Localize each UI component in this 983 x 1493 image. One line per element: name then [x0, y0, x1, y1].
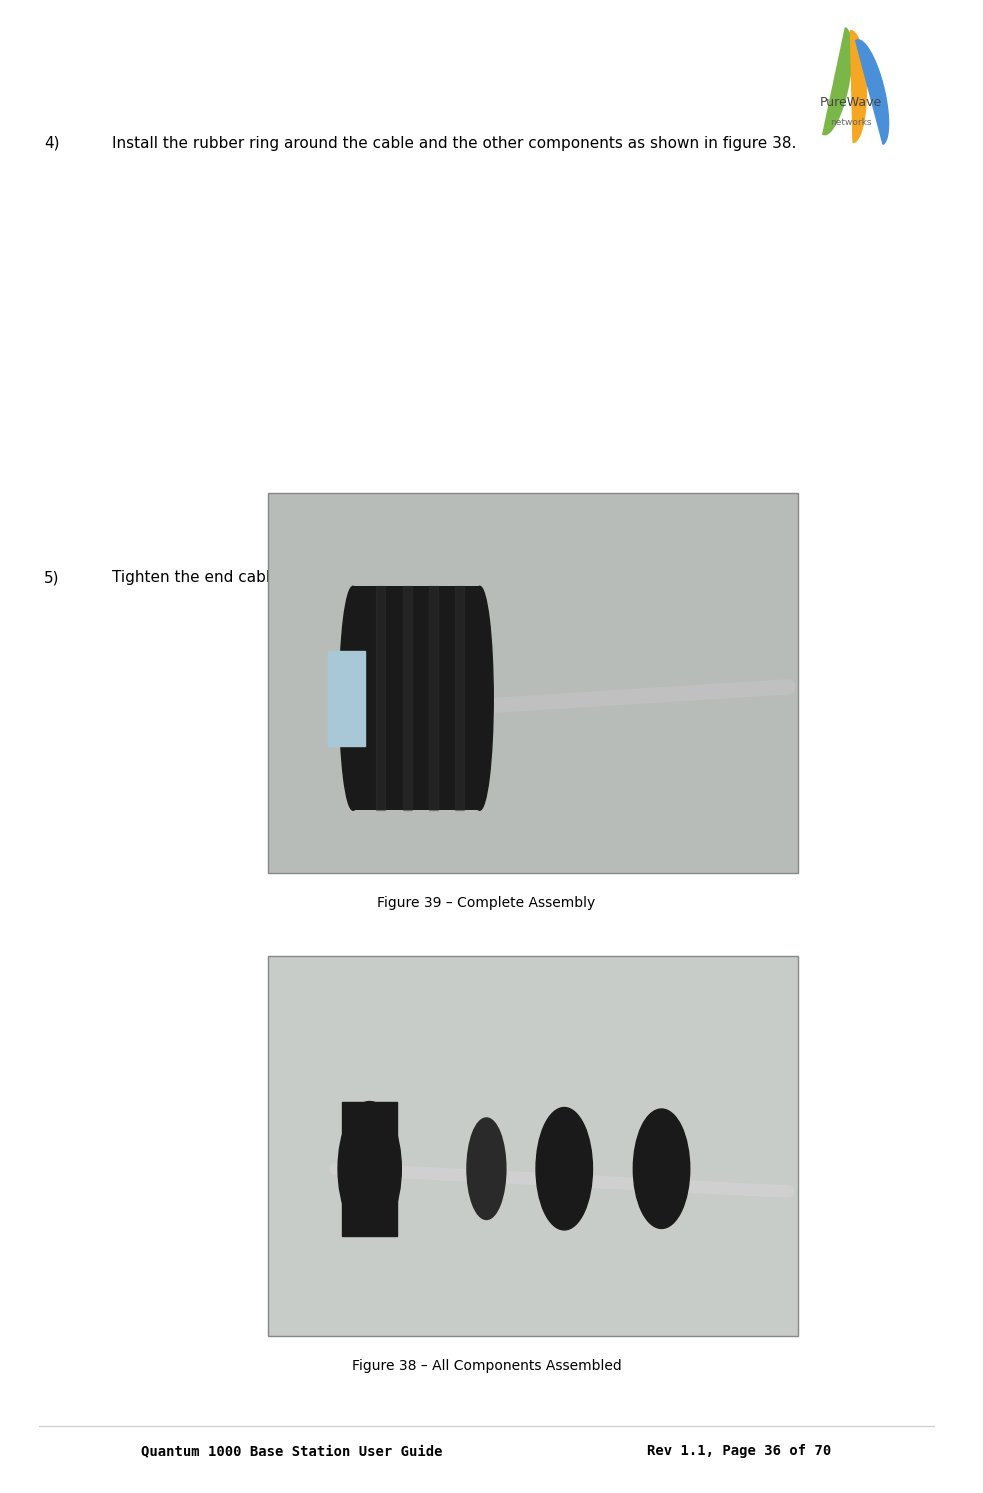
Text: Quantum 1000 Base Station User Guide: Quantum 1000 Base Station User Guide [142, 1444, 442, 1459]
Ellipse shape [338, 1102, 401, 1236]
Text: Figure 39 – Complete Assembly: Figure 39 – Complete Assembly [377, 896, 596, 909]
Bar [328, 651, 365, 746]
Text: PureWave: PureWave [820, 96, 883, 109]
Bar [353, 587, 480, 811]
Ellipse shape [467, 1118, 506, 1220]
Ellipse shape [466, 587, 493, 811]
Ellipse shape [339, 587, 367, 811]
Text: 4): 4) [44, 136, 59, 151]
Text: Rev 1.1, Page 36 of 70: Rev 1.1, Page 36 of 70 [647, 1444, 832, 1459]
Polygon shape [823, 28, 852, 134]
Ellipse shape [633, 1109, 690, 1229]
Bar [429, 587, 437, 811]
Bar [403, 587, 412, 811]
FancyBboxPatch shape [267, 493, 798, 873]
Text: Install the rubber ring around the cable and the other components as shown in fi: Install the rubber ring around the cable… [112, 136, 796, 151]
FancyBboxPatch shape [267, 956, 798, 1336]
Text: networks: networks [831, 118, 872, 127]
Text: Tighten the end cable locks and the assembly is complete (figure 39).: Tighten the end cable locks and the asse… [112, 570, 649, 585]
Bar [342, 1102, 397, 1236]
Ellipse shape [536, 1108, 593, 1230]
Bar [376, 587, 385, 811]
Text: Figure 38 – All Components Assembled: Figure 38 – All Components Assembled [352, 1359, 621, 1372]
Text: 5): 5) [44, 570, 59, 585]
Polygon shape [850, 31, 866, 142]
Bar [455, 587, 464, 811]
Polygon shape [855, 40, 889, 145]
